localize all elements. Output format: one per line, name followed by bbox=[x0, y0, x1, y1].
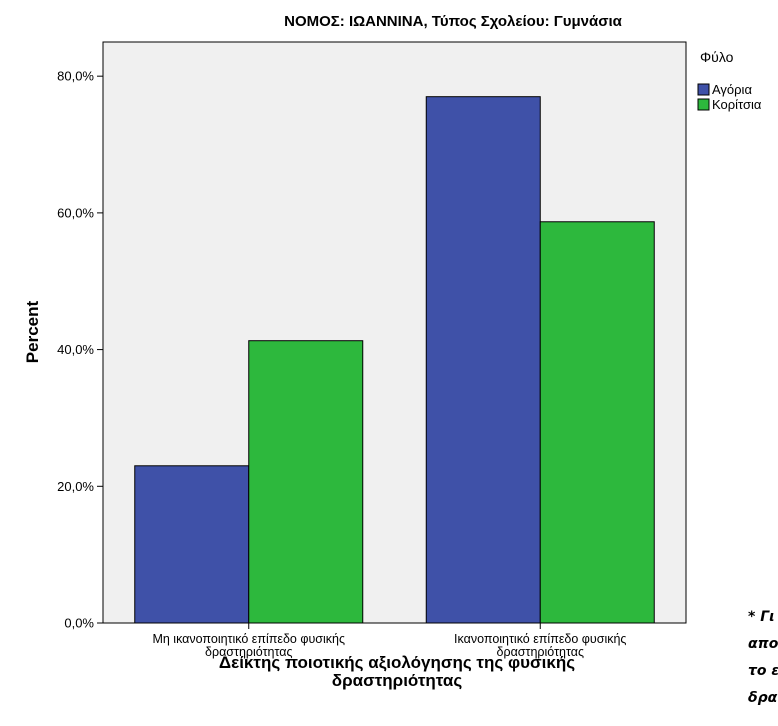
x-tick-label: δραστηριότητας bbox=[205, 645, 292, 659]
y-axis: 0,0% 20,0% 40,0% 60,0% 80,0% bbox=[57, 69, 103, 631]
y-tick-label: 40,0% bbox=[57, 342, 94, 357]
x-axis-label-line-1: Δείκτης ποιοτικής αξιολόγησης της φυσική… bbox=[219, 653, 575, 672]
x-tick-label: Μη ικανοποιητικό επίπεδο φυσικής bbox=[152, 632, 345, 646]
legend: Φύλο Αγόρια Κορίτσια bbox=[697, 49, 762, 112]
legend-swatch-boys bbox=[697, 83, 710, 96]
x-tick-label: Ικανοποιητικό επίπεδο φυσικής bbox=[454, 632, 626, 646]
side-note-line-4: δρα bbox=[748, 690, 778, 706]
x-axis: Μη ικανοποιητικό επίπεδο φυσικήςδραστηρι… bbox=[152, 623, 626, 659]
legend-title: Φύλο bbox=[700, 49, 734, 65]
legend-label-girls: Κορίτσια bbox=[712, 97, 762, 112]
bars bbox=[134, 96, 655, 624]
y-tick-label: 80,0% bbox=[57, 69, 94, 84]
y-tick-label: 60,0% bbox=[57, 205, 94, 220]
legend-swatch-girls bbox=[697, 98, 710, 111]
side-note: * Γι απο το ε δρα bbox=[748, 609, 778, 706]
y-tick-label: 0,0% bbox=[64, 616, 94, 631]
chart-title: ΝΟΜΟΣ: ΙΩΑΝΝΙΝΑ, Τύπος Σχολείου: Γυμνάσι… bbox=[284, 13, 623, 30]
bar-boys-cat-1 bbox=[134, 465, 250, 624]
side-note-line-3: το ε bbox=[748, 663, 778, 679]
y-tick-label: 20,0% bbox=[57, 479, 94, 494]
y-axis-label: Percent bbox=[23, 300, 42, 363]
x-tick-label: δραστηριότητας bbox=[497, 645, 584, 659]
side-note-line-1: * Γι bbox=[748, 609, 775, 625]
x-axis-label-line-2: δραστηριότητας bbox=[332, 671, 463, 690]
bar-girls-cat-1 bbox=[248, 340, 364, 624]
side-note-line-2: απο bbox=[748, 636, 778, 652]
bar-girls-cat-2 bbox=[539, 221, 655, 624]
bar-boys-cat-2 bbox=[425, 96, 541, 624]
legend-label-boys: Αγόρια bbox=[712, 82, 752, 97]
